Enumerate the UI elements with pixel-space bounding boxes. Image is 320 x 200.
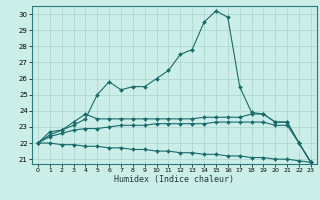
X-axis label: Humidex (Indice chaleur): Humidex (Indice chaleur)	[115, 175, 234, 184]
